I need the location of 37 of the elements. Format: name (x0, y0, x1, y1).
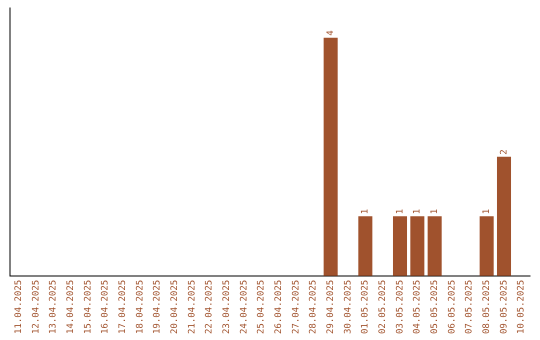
x-tick-label: 23.04.2025 (222, 280, 232, 334)
x-tick-label: 12.04.2025 (31, 280, 42, 334)
data-label: 2 (499, 149, 510, 155)
x-tick-label: 04.05.2025 (412, 280, 423, 334)
x-tick-label: 20.04.2025 (170, 280, 180, 334)
data-label: 1 (412, 208, 423, 214)
x-tick-label: 02.05.2025 (378, 280, 388, 334)
x-tick-label: 22.04.2025 (204, 280, 215, 334)
x-tick-label: 19.04.2025 (152, 280, 163, 334)
x-tick-label: 28.04.2025 (308, 280, 319, 334)
x-tick-label: 24.04.2025 (239, 280, 250, 334)
x-tick-label: 17.04.2025 (118, 280, 128, 334)
x-tick-label: 08.05.2025 (482, 280, 492, 334)
x-tick-label: 29.04.2025 (326, 280, 336, 334)
x-tick-label: 07.05.2025 (464, 280, 475, 334)
x-tick-label: 15.04.2025 (83, 280, 94, 334)
x-tick-label: 30.04.2025 (343, 280, 354, 334)
x-tick-label: 18.04.2025 (135, 280, 146, 334)
x-tick-label: 09.05.2025 (499, 280, 510, 334)
x-tick-label: 11.04.2025 (14, 280, 24, 334)
data-label: 1 (360, 208, 371, 214)
x-tick-label: 05.05.2025 (430, 280, 440, 334)
x-tick-label: 26.04.2025 (274, 280, 284, 334)
x-tick-label: 10.05.2025 (516, 280, 527, 334)
x-tick-label: 25.04.2025 (256, 280, 267, 334)
x-tick-label: 21.04.2025 (187, 280, 198, 334)
x-tick-label: 14.04.2025 (66, 280, 76, 334)
x-tick-label: 06.05.2025 (447, 280, 458, 334)
data-label: 1 (430, 208, 440, 214)
data-label: 1 (482, 208, 492, 214)
data-label: 4 (326, 30, 336, 36)
x-tick-label: 27.04.2025 (291, 280, 302, 334)
x-tick-label: 03.05.2025 (395, 280, 406, 334)
data-label: 1 (395, 208, 406, 214)
x-tick-label: 13.04.2025 (48, 280, 59, 334)
x-tick-label: 01.05.2025 (360, 280, 371, 334)
x-tick-label: 16.04.2025 (100, 280, 111, 334)
